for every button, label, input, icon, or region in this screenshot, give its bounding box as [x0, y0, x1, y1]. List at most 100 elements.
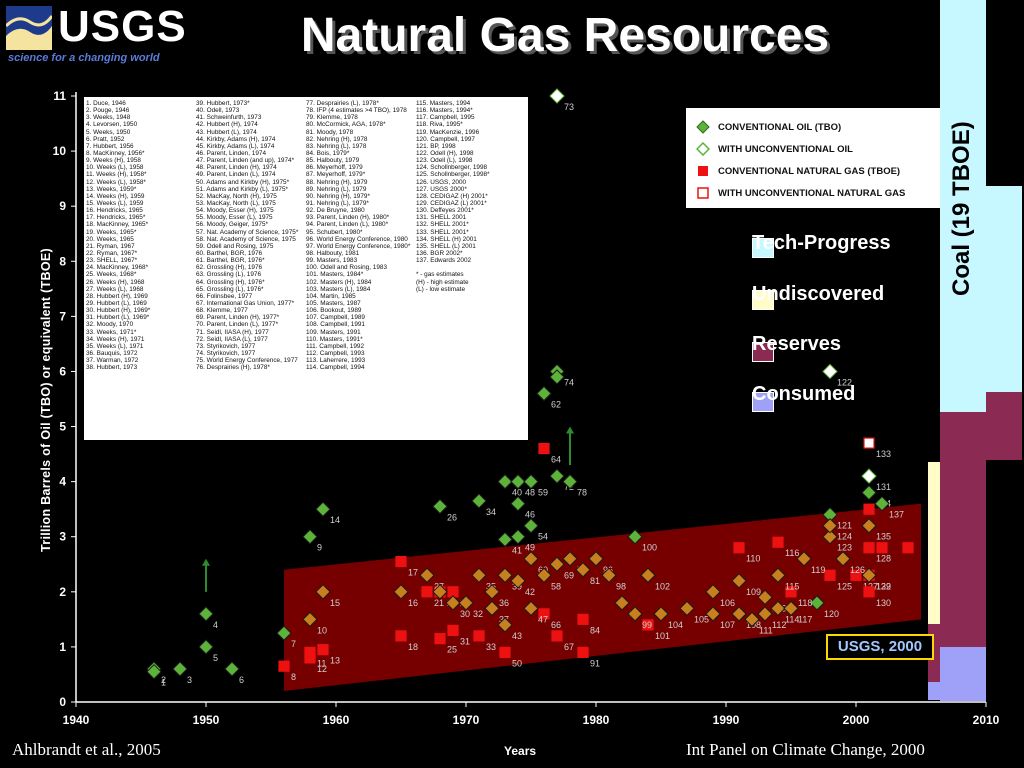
- reference-entry: 126. USGS, 2000: [416, 178, 467, 186]
- reference-entry: 38. Hubbert, 1973: [86, 364, 138, 372]
- reference-entry: 136. BGR 2002*: [416, 249, 463, 257]
- data-point: [770, 567, 786, 583]
- reference-entry: 119. MacKenzie, 1996: [416, 128, 480, 136]
- point-label: 31: [460, 636, 470, 646]
- point-label: 78: [577, 488, 587, 498]
- point-label: 126: [850, 565, 865, 575]
- point-label: 110: [746, 554, 760, 564]
- point-label: 5: [213, 653, 218, 663]
- data-point: [549, 468, 565, 484]
- reference-entry: 49. Parent, Linden (L), 1974: [196, 171, 276, 179]
- point-label: 118: [798, 598, 812, 608]
- data-point: [874, 495, 890, 512]
- data-point: [471, 567, 487, 583]
- reference-entry: 87. Meyerhoff, 1979*: [306, 171, 366, 179]
- data-point: [627, 529, 643, 545]
- data-point: [536, 385, 552, 402]
- data-point: [523, 473, 539, 490]
- data-point: [640, 567, 656, 583]
- reference-entry: 64. Grossling (H), 1976*: [196, 278, 265, 286]
- point-label: 106: [720, 598, 735, 608]
- data-point: [757, 606, 773, 622]
- point-label: 81: [590, 576, 600, 586]
- reference-entry: 91. Nehring (L), 1979*: [306, 199, 369, 207]
- point-label: 66: [551, 620, 561, 630]
- data-point: [198, 639, 214, 655]
- reference-entry: [416, 264, 526, 271]
- y-tick-label: 2: [59, 585, 66, 599]
- reference-entry: 7. Hubbert, 1956: [86, 142, 134, 150]
- point-label: 133: [876, 449, 891, 459]
- data-point: [278, 660, 290, 672]
- point-label: 1: [161, 678, 166, 688]
- reference-entry: 104. Martin, 1985: [306, 292, 356, 300]
- reference-entry: 99. Masters, 1983: [306, 257, 358, 265]
- point-label: 109: [746, 587, 761, 597]
- data-point: [861, 567, 877, 583]
- point-label: 11: [317, 658, 326, 668]
- data-point: [822, 529, 838, 545]
- point-label: 46: [525, 510, 535, 520]
- reference-entry: 32. Moody, 1970: [86, 321, 134, 329]
- reference-column: 1. Duce, 1946 2. Pouge, 1946 3. Weeks, 194…: [86, 100, 196, 437]
- data-point: [497, 531, 513, 548]
- data-point: [863, 503, 875, 515]
- logo-text: USGS: [58, 2, 187, 51]
- reference-entry: 23. SHELL, 1967*: [86, 257, 138, 265]
- reference-entry: 106. Bookout, 1989: [306, 307, 362, 315]
- reference-entry: 33. Weeks, 1971*: [86, 328, 137, 336]
- data-point: [876, 542, 888, 554]
- reference-entry: 36. Bauquis, 1972: [86, 349, 138, 357]
- point-label: 43: [512, 631, 522, 641]
- point-label: 117: [798, 614, 812, 624]
- point-label: 59: [538, 488, 548, 498]
- data-point: [510, 495, 526, 512]
- point-label: 105: [694, 614, 709, 624]
- y-tick-label: 5: [59, 420, 66, 434]
- reference-entry: 105. Masters, 1987: [306, 299, 361, 307]
- point-label: 50: [512, 658, 522, 668]
- reference-entry: 83. Nehring (L), 1978: [306, 142, 367, 150]
- reference-entry: 22. Ryman, 1967*: [86, 249, 138, 257]
- data-point: [785, 586, 797, 598]
- data-point: [497, 617, 513, 633]
- reference-entry: 97. World Energy Conference, 1980*: [306, 242, 411, 250]
- point-label: 17: [408, 568, 418, 578]
- data-point: [744, 611, 760, 628]
- reference-entry: 43. Hubbert (L), 1974: [196, 128, 257, 136]
- reference-entry: 4. Levorsen, 1950: [86, 121, 138, 129]
- reference-entry: 108. Campbell, 1991: [306, 321, 365, 329]
- y-tick-label: 0: [59, 695, 66, 709]
- data-point: [562, 551, 578, 567]
- point-label: 15: [330, 598, 340, 608]
- data-point: [627, 606, 643, 622]
- data-point: [601, 567, 617, 583]
- x-tick-label: 2000: [843, 713, 870, 727]
- reference-entry: 75. World Energy Conference, 1977: [196, 357, 298, 365]
- reference-entry: 86. Meyerhoff, 1979: [306, 164, 363, 172]
- data-point: [315, 501, 331, 517]
- reference-entry: 14. Weeks (H), 1959: [86, 192, 145, 200]
- reference-entry: 84. Bois, 1979*: [306, 149, 350, 157]
- point-label: 123: [837, 543, 852, 553]
- reference-entry: 94. Parent, Linden (L), 1980*: [306, 221, 389, 229]
- point-label: 25: [447, 645, 457, 655]
- reference-entry: 80. McCormick, AGA, 1978*: [306, 121, 386, 129]
- reference-entry: 88. Nehring (H), 1979: [306, 178, 368, 186]
- reference-entry: 56. Moody, Geiger, 1975*: [196, 221, 268, 229]
- reference-entry: 61. Barthel, BGR, 1976*: [196, 257, 265, 265]
- point-label: 40: [512, 488, 522, 498]
- reserves-swatch: [752, 342, 774, 362]
- point-label: 21: [434, 598, 444, 608]
- point-label: 122: [837, 377, 852, 387]
- data-point: [276, 625, 292, 641]
- point-label: 102: [655, 581, 670, 591]
- data-point: [473, 630, 485, 642]
- data-point: [538, 442, 550, 455]
- point-label: 4: [213, 620, 218, 630]
- data-point: [824, 569, 836, 581]
- data-point: [902, 542, 914, 554]
- x-axis-label: Years: [504, 744, 537, 758]
- point-label: 116: [785, 548, 799, 558]
